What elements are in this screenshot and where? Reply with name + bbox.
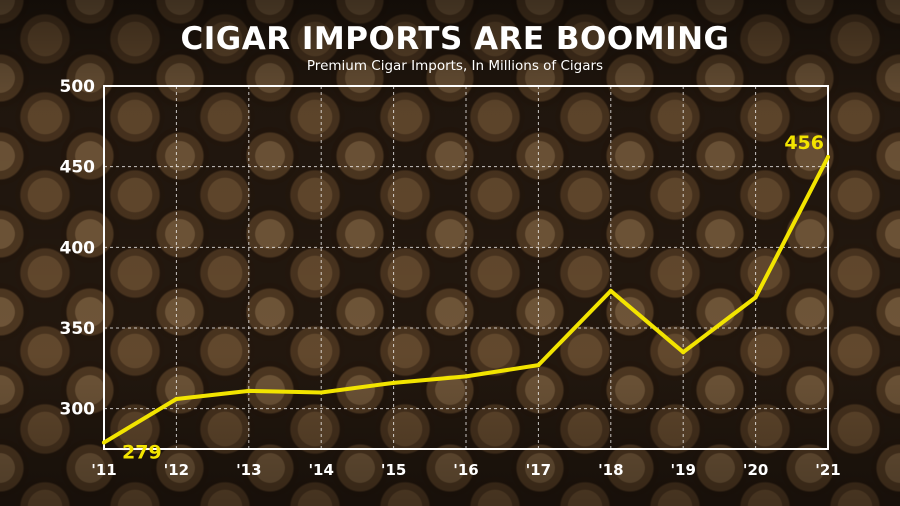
data-point	[246, 388, 251, 393]
x-tick-label: '16	[453, 461, 478, 479]
data-points	[102, 154, 830, 445]
plot-frame	[103, 85, 829, 450]
data-point	[681, 350, 686, 355]
x-tick-label: '13	[236, 461, 261, 479]
y-tick-label: 350	[60, 319, 96, 339]
x-tick-label: '19	[670, 461, 695, 479]
data-point	[319, 390, 324, 395]
x-tick-label: '21	[815, 461, 840, 479]
y-tick-label: 400	[60, 238, 96, 258]
x-tick-label: '17	[526, 461, 551, 479]
x-tick-label: '12	[164, 461, 189, 479]
data-point	[464, 374, 468, 379]
y-tick-label: 450	[60, 158, 96, 178]
y-tick-label: 500	[60, 77, 96, 97]
y-tick-label: 300	[60, 400, 96, 420]
data-point	[391, 380, 396, 385]
data-label: 279	[122, 442, 162, 464]
x-axis-ticks: '11 '12 '13 '14 '15 '16 '17 '18 '19 '20 '21	[91, 461, 840, 479]
y-axis-ticks: 300 350 400 450 500	[60, 77, 96, 420]
x-tick-label: '18	[598, 461, 623, 479]
data-point	[102, 440, 106, 445]
data-labels: 279 456	[122, 132, 824, 464]
data-point	[608, 288, 613, 293]
data-label: 456	[784, 132, 824, 154]
x-tick-label: '11	[91, 461, 116, 479]
data-point	[826, 154, 830, 159]
data-point	[174, 396, 179, 401]
x-tick-label: '15	[381, 461, 406, 479]
chart-title: CIGAR IMPORTS ARE BOOMING	[180, 21, 729, 57]
x-tick-label: '14	[308, 461, 333, 479]
chart-subtitle: Premium Cigar Imports, In Millions of Ci…	[307, 58, 603, 74]
grid-lines	[104, 86, 828, 449]
x-tick-label: '20	[743, 461, 768, 479]
data-point	[753, 295, 758, 300]
data-point	[536, 363, 541, 368]
